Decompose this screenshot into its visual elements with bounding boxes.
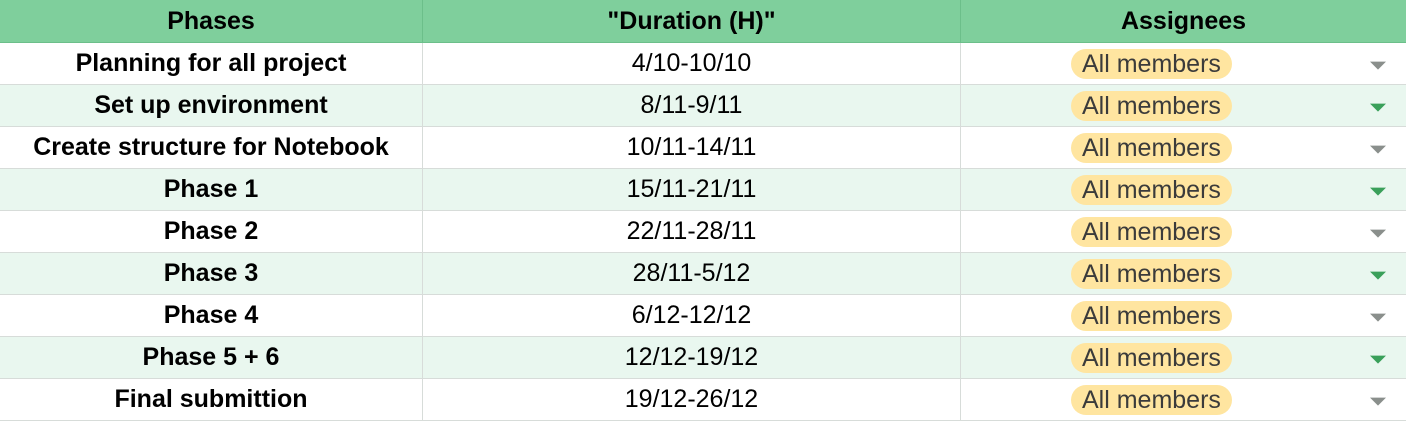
assignee-chip[interactable]: All members bbox=[1071, 216, 1232, 247]
phase-cell[interactable]: Phase 4 bbox=[0, 295, 423, 337]
phase-cell[interactable]: Phase 1 bbox=[0, 169, 423, 211]
table-row: Phase 4 6/12-12/12 All members bbox=[0, 295, 1406, 337]
assignee-cell[interactable]: All members bbox=[961, 85, 1406, 127]
phase-cell[interactable]: Planning for all project bbox=[0, 43, 423, 85]
header-duration[interactable]: "Duration (H)" bbox=[423, 0, 961, 43]
assignee-chip[interactable]: All members bbox=[1071, 384, 1232, 415]
duration-cell[interactable]: 22/11-28/11 bbox=[423, 211, 961, 253]
phase-cell[interactable]: Phase 3 bbox=[0, 253, 423, 295]
assignee-chip[interactable]: All members bbox=[1071, 132, 1232, 163]
duration-cell[interactable]: 28/11-5/12 bbox=[423, 253, 961, 295]
table-row: Final submittion 19/12-26/12 All members bbox=[0, 379, 1406, 421]
duration-cell[interactable]: 12/12-19/12 bbox=[423, 337, 961, 379]
table-row: Phase 1 15/11-21/11 All members bbox=[0, 169, 1406, 211]
assignee-chip[interactable]: All members bbox=[1071, 342, 1232, 373]
assignee-cell[interactable]: All members bbox=[961, 211, 1406, 253]
duration-cell[interactable]: 15/11-21/11 bbox=[423, 169, 961, 211]
assignee-chip[interactable]: All members bbox=[1071, 174, 1232, 205]
duration-cell[interactable]: 19/12-26/12 bbox=[423, 379, 961, 421]
dropdown-arrow-icon[interactable] bbox=[1370, 313, 1386, 322]
header-phases[interactable]: Phases bbox=[0, 0, 423, 43]
dropdown-arrow-icon[interactable] bbox=[1370, 355, 1386, 364]
table-row: Phase 3 28/11-5/12 All members bbox=[0, 253, 1406, 295]
dropdown-arrow-icon[interactable] bbox=[1370, 187, 1386, 196]
assignee-cell[interactable]: All members bbox=[961, 379, 1406, 421]
assignee-chip[interactable]: All members bbox=[1071, 48, 1232, 79]
phase-cell[interactable]: Phase 5 + 6 bbox=[0, 337, 423, 379]
table-row: Create structure for Notebook 10/11-14/1… bbox=[0, 127, 1406, 169]
dropdown-arrow-icon[interactable] bbox=[1370, 145, 1386, 154]
assignee-chip[interactable]: All members bbox=[1071, 258, 1232, 289]
assignee-cell[interactable]: All members bbox=[961, 127, 1406, 169]
dropdown-arrow-icon[interactable] bbox=[1370, 271, 1386, 280]
table-row: Planning for all project 4/10-10/10 All … bbox=[0, 43, 1406, 85]
table-row: Phase 5 + 6 12/12-19/12 All members bbox=[0, 337, 1406, 379]
assignee-cell[interactable]: All members bbox=[961, 169, 1406, 211]
assignee-chip[interactable]: All members bbox=[1071, 300, 1232, 331]
table-row: Phase 2 22/11-28/11 All members bbox=[0, 211, 1406, 253]
duration-cell[interactable]: 4/10-10/10 bbox=[423, 43, 961, 85]
phase-cell[interactable]: Set up environment bbox=[0, 85, 423, 127]
phase-cell[interactable]: Create structure for Notebook bbox=[0, 127, 423, 169]
duration-cell[interactable]: 10/11-14/11 bbox=[423, 127, 961, 169]
header-row: Phases "Duration (H)" Assignees bbox=[0, 0, 1406, 43]
duration-cell[interactable]: 6/12-12/12 bbox=[423, 295, 961, 337]
table-row: Set up environment 8/11-9/11 All members bbox=[0, 85, 1406, 127]
assignee-cell[interactable]: All members bbox=[961, 253, 1406, 295]
dropdown-arrow-icon[interactable] bbox=[1370, 229, 1386, 238]
assignee-cell[interactable]: All members bbox=[961, 337, 1406, 379]
assignee-cell[interactable]: All members bbox=[961, 295, 1406, 337]
phase-cell[interactable]: Final submittion bbox=[0, 379, 423, 421]
duration-cell[interactable]: 8/11-9/11 bbox=[423, 85, 961, 127]
dropdown-arrow-icon[interactable] bbox=[1370, 103, 1386, 112]
assignee-cell[interactable]: All members bbox=[961, 43, 1406, 85]
header-assignees[interactable]: Assignees bbox=[961, 0, 1406, 43]
assignee-chip[interactable]: All members bbox=[1071, 90, 1232, 121]
dropdown-arrow-icon[interactable] bbox=[1370, 61, 1386, 70]
dropdown-arrow-icon[interactable] bbox=[1370, 397, 1386, 406]
phase-cell[interactable]: Phase 2 bbox=[0, 211, 423, 253]
